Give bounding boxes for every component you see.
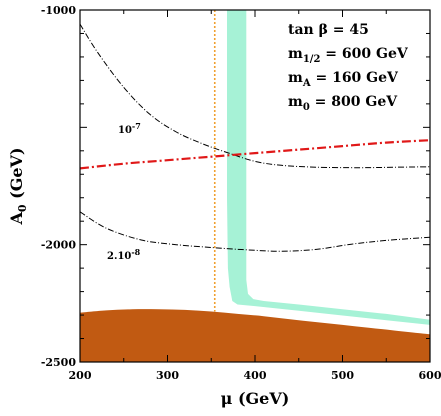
annotation-ma: mA = 160 GeV bbox=[288, 70, 399, 89]
plot-area bbox=[80, 10, 430, 362]
x-tick-label: 300 bbox=[156, 369, 179, 382]
excluded-region bbox=[80, 309, 430, 362]
x-tick-label: 200 bbox=[69, 369, 92, 382]
contour-label-upper-exponent: -7 bbox=[132, 121, 141, 131]
y-tick-label: -2500 bbox=[41, 356, 77, 369]
x-tick-label: 400 bbox=[244, 369, 267, 382]
contour-label-upper: 10-7 bbox=[118, 121, 141, 136]
y-axis-label-subscript: 0 bbox=[16, 204, 29, 212]
annotation-ma-subscript: A bbox=[302, 78, 311, 89]
annotation-m0: m0 = 800 GeV bbox=[288, 94, 398, 113]
y-tick-label: -2000 bbox=[41, 239, 77, 252]
y-axis-label: A0 (GeV) bbox=[7, 147, 29, 225]
y-tick-label: -1000 bbox=[41, 4, 77, 17]
annotation-m0-value: = 800 GeV bbox=[310, 94, 398, 110]
axis-ticks: 200 300 400 500 600 -2500 -2000 -1000 bbox=[41, 4, 441, 382]
relic-density-band bbox=[227, 10, 430, 325]
x-tick-label: 500 bbox=[331, 369, 354, 382]
annotation-tanbeta: tan β = 45 bbox=[288, 22, 369, 38]
contour-lower bbox=[80, 211, 430, 252]
red-curve bbox=[80, 139, 430, 170]
x-tick-label: 600 bbox=[419, 369, 441, 382]
parameter-annotations: tan β = 45 m1/2 = 600 GeV mA = 160 GeV m… bbox=[288, 22, 409, 113]
annotation-m-half: m1/2 = 600 GeV bbox=[288, 46, 409, 65]
contour-label-lower: 2.10-8 bbox=[107, 247, 141, 262]
annotation-m-half-subscript: 1/2 bbox=[303, 54, 321, 65]
contour-upper bbox=[80, 23, 430, 169]
contour-label-lower-exponent: -8 bbox=[131, 247, 140, 257]
x-axis-label: μ (GeV) bbox=[221, 389, 290, 408]
annotation-ma-value: = 160 GeV bbox=[311, 70, 399, 86]
annotation-m-half-value: = 600 GeV bbox=[320, 46, 408, 62]
y-axis-label-unit: (GeV) bbox=[7, 147, 26, 204]
annotation-m0-subscript: 0 bbox=[303, 102, 310, 113]
